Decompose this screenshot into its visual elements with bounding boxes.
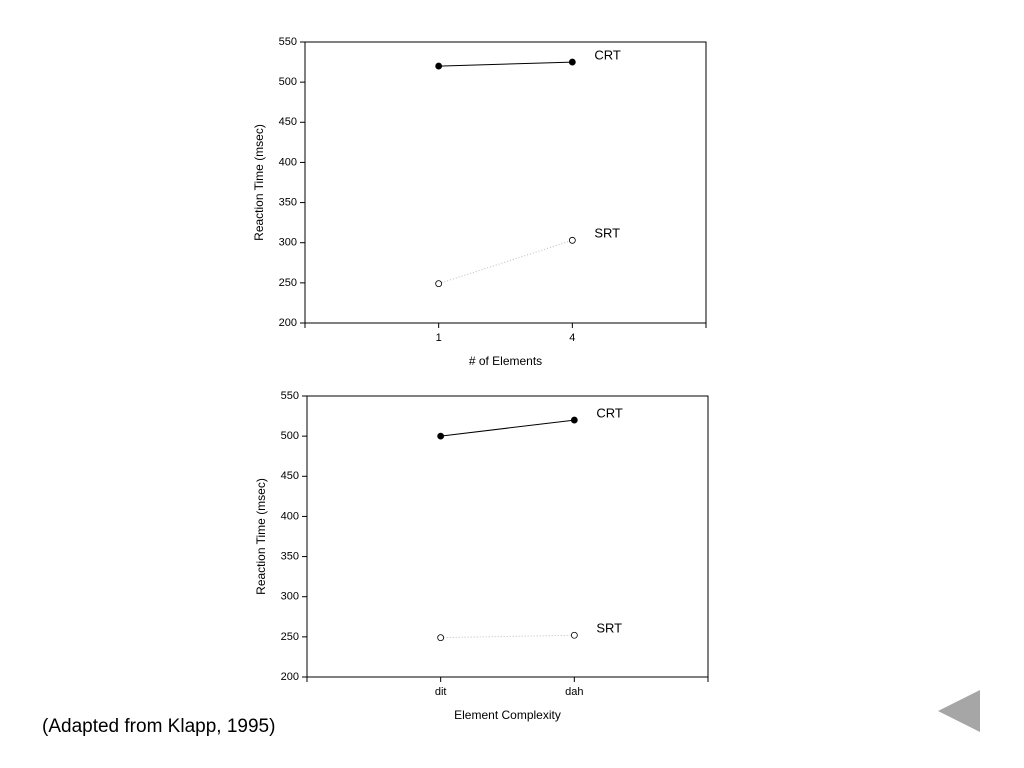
x-tick-label: dit — [435, 686, 447, 698]
data-point — [570, 416, 578, 424]
caption: (Adapted from Klapp, 1995) — [42, 716, 275, 737]
data-point — [568, 58, 576, 66]
y-tick-label: 350 — [279, 196, 297, 208]
series-label: SRT — [596, 621, 622, 636]
y-tick-label: 500 — [281, 430, 299, 442]
series-line — [438, 239, 573, 285]
data-point — [435, 62, 443, 70]
series-line — [438, 61, 573, 67]
data-point — [435, 280, 443, 288]
series-label: SRT — [594, 226, 620, 241]
series-label: CRT — [596, 406, 623, 421]
y-axis-title: Reaction Time (msec) — [252, 124, 266, 241]
data-point — [570, 631, 578, 639]
x-tick-label: 1 — [436, 332, 442, 344]
y-tick-label: 300 — [279, 237, 297, 249]
plot-frame — [306, 395, 709, 678]
y-tick-label: 550 — [279, 36, 297, 48]
back-button[interactable] — [938, 690, 980, 732]
y-axis-title: Reaction Time (msec) — [254, 478, 268, 595]
x-axis-title: # of Elements — [469, 354, 542, 368]
y-tick-label: 300 — [281, 591, 299, 603]
data-point — [437, 634, 445, 642]
data-point — [568, 236, 576, 244]
plot-frame — [304, 41, 707, 324]
x-axis-title: Element Complexity — [454, 708, 561, 722]
x-tick-label: dah — [565, 686, 583, 698]
series-line — [440, 419, 575, 437]
y-tick-label: 450 — [279, 116, 297, 128]
y-tick-label: 400 — [281, 510, 299, 522]
y-tick-label: 200 — [281, 671, 299, 683]
y-tick-label: 550 — [281, 390, 299, 402]
x-tick-label: 4 — [569, 332, 575, 344]
y-tick-label: 400 — [279, 156, 297, 168]
series-line — [440, 634, 575, 639]
data-point — [437, 432, 445, 440]
y-tick-label: 200 — [279, 317, 297, 329]
y-tick-label: 250 — [281, 631, 299, 643]
y-tick-label: 450 — [281, 470, 299, 482]
series-label: CRT — [594, 48, 621, 63]
y-tick-label: 500 — [279, 76, 297, 88]
y-tick-label: 250 — [279, 277, 297, 289]
y-tick-label: 350 — [281, 550, 299, 562]
